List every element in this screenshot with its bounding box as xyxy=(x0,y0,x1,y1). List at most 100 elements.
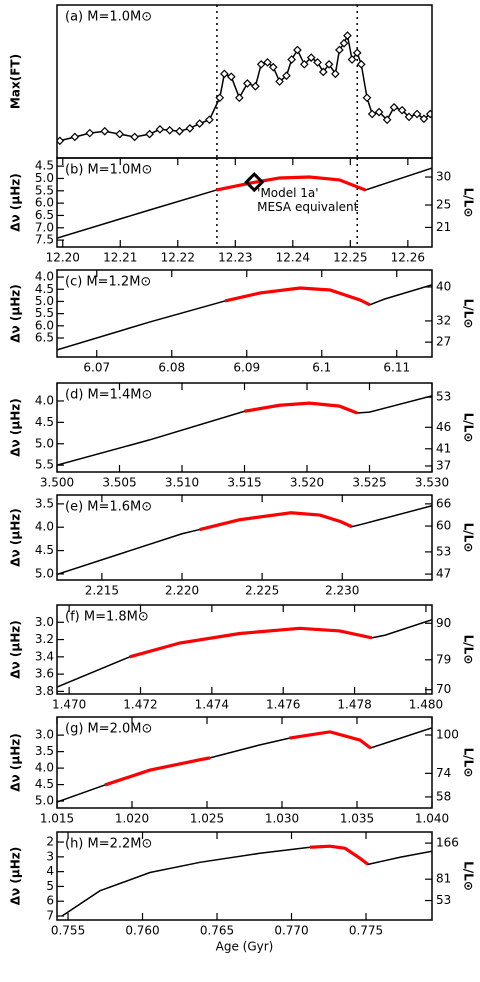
x-tick-label: 6.07 xyxy=(83,361,110,375)
data-point xyxy=(70,132,80,142)
x-tick-label: 1.030 xyxy=(265,812,299,826)
data-point xyxy=(282,71,291,81)
y-tick-label: 7 xyxy=(46,909,54,923)
panel-label: (d) M=1.4M⊙ xyxy=(65,388,152,403)
y-tick-label: 3.2 xyxy=(35,632,54,646)
y-tick-label: 4.5 xyxy=(35,777,54,791)
data-line xyxy=(57,618,432,688)
y2-tick-label: 37 xyxy=(436,458,451,472)
data-line xyxy=(309,844,369,866)
y-axis-label: Max(FT) xyxy=(9,54,23,109)
data-point xyxy=(397,105,407,115)
data-line xyxy=(104,730,372,787)
data-line xyxy=(129,626,373,659)
data-line xyxy=(57,167,432,239)
x-tick-label: 3.530 xyxy=(415,476,449,490)
y-tick-label: 5.0 xyxy=(35,294,54,308)
y-tick-label: 3.8 xyxy=(35,684,54,698)
data-point xyxy=(256,59,266,69)
y-axis-label: Δν (μHz) xyxy=(9,508,23,566)
data-point xyxy=(389,102,399,112)
x-tick-label: 6.11 xyxy=(383,361,410,375)
y2-tick-label: 21 xyxy=(436,220,451,234)
y-tick-label: 5.5 xyxy=(35,183,54,197)
plot-area xyxy=(57,618,432,688)
data-point xyxy=(145,129,154,139)
y2-tick-label: 40 xyxy=(436,279,451,293)
y-tick-label: 5.5 xyxy=(35,458,54,472)
data-point xyxy=(195,119,204,128)
x-tick-label: 0.760 xyxy=(125,924,159,938)
data-point xyxy=(115,129,125,139)
y2-axis-label: L/L⊙ xyxy=(462,861,476,891)
y-axis-label: Δν (μHz) xyxy=(9,284,23,342)
y-tick-label: 4.0 xyxy=(35,520,54,534)
data-point xyxy=(331,69,340,79)
x-tick-label: 0.775 xyxy=(349,924,383,938)
x-tick-label: 1.470 xyxy=(52,698,86,712)
marker xyxy=(244,172,265,193)
data-point xyxy=(243,79,252,88)
data-point xyxy=(251,81,260,91)
axes-frame xyxy=(56,157,433,248)
x-tick-label: 3.505 xyxy=(102,476,136,490)
x-tick-label: 0.765 xyxy=(200,924,234,938)
y2-tick-label: 41 xyxy=(436,441,451,455)
data-point xyxy=(185,124,195,133)
x-tick-label: 3.500 xyxy=(40,476,74,490)
y-tick-label: 4.5 xyxy=(35,543,54,557)
data-point xyxy=(85,128,95,138)
data-point xyxy=(263,58,272,67)
x-tick-label: 2.225 xyxy=(245,584,279,598)
panel-label: (e) M=1.6M⊙ xyxy=(65,500,152,515)
y-tick-label: 3.0 xyxy=(35,615,54,629)
y2-tick-label: 60 xyxy=(436,519,451,533)
y-tick-label: 6.0 xyxy=(35,318,54,332)
y-tick-label: 5.5 xyxy=(35,306,54,320)
x-tick-label: 1.020 xyxy=(115,812,149,826)
annotation: MESA equivalent xyxy=(257,200,359,214)
data-line xyxy=(57,284,432,351)
plot-area xyxy=(57,284,432,351)
y-tick-label: 4.0 xyxy=(35,761,54,775)
data-point xyxy=(130,132,139,142)
data-line xyxy=(59,33,431,142)
data-point xyxy=(205,115,214,125)
y-tick-label: 3.0 xyxy=(35,728,54,742)
y2-tick-label: 90 xyxy=(436,616,451,630)
y-tick-label: 4.5 xyxy=(35,415,54,429)
x-tick-label: 2.220 xyxy=(165,584,199,598)
panel-label: (c) M=1.2M⊙ xyxy=(65,275,151,290)
y-tick-label: 5.0 xyxy=(35,436,54,450)
data-point xyxy=(412,109,422,119)
y2-tick-label: 70 xyxy=(436,682,451,696)
y2-tick-label: 74 xyxy=(436,766,451,780)
y2-tick-label: 100 xyxy=(436,727,459,741)
panel-label: (f) M=1.8M⊙ xyxy=(65,610,149,625)
plot-area xyxy=(61,844,432,917)
y-tick-label: 7.0 xyxy=(35,220,54,234)
data-line xyxy=(57,505,432,576)
data-point xyxy=(318,67,328,77)
data-point xyxy=(313,58,322,67)
plot-area xyxy=(57,395,432,466)
data-point xyxy=(343,31,352,40)
data-line xyxy=(199,511,353,532)
x-tick-label: 2.230 xyxy=(325,584,359,598)
y2-axis-label: L/L⊙ xyxy=(462,635,476,665)
y-axis-label: Δν (μHz) xyxy=(9,398,23,456)
plot-area xyxy=(57,5,432,158)
y-tick-label: 3.5 xyxy=(35,496,54,510)
data-point xyxy=(382,115,392,125)
x-tick-label: 6.09 xyxy=(233,361,260,375)
data-point xyxy=(324,59,334,69)
axes-frame xyxy=(56,716,433,809)
y-tick-label: 4 xyxy=(46,864,54,878)
data-point xyxy=(306,53,316,62)
data-point xyxy=(175,126,184,136)
x-tick-label: 3.515 xyxy=(227,476,261,490)
panel-label: (h) M=2.2M⊙ xyxy=(65,837,152,852)
y2-tick-label: 66 xyxy=(436,496,451,510)
y2-axis-label: L/L⊙ xyxy=(462,523,476,553)
x-tick-label: 1.480 xyxy=(409,698,443,712)
